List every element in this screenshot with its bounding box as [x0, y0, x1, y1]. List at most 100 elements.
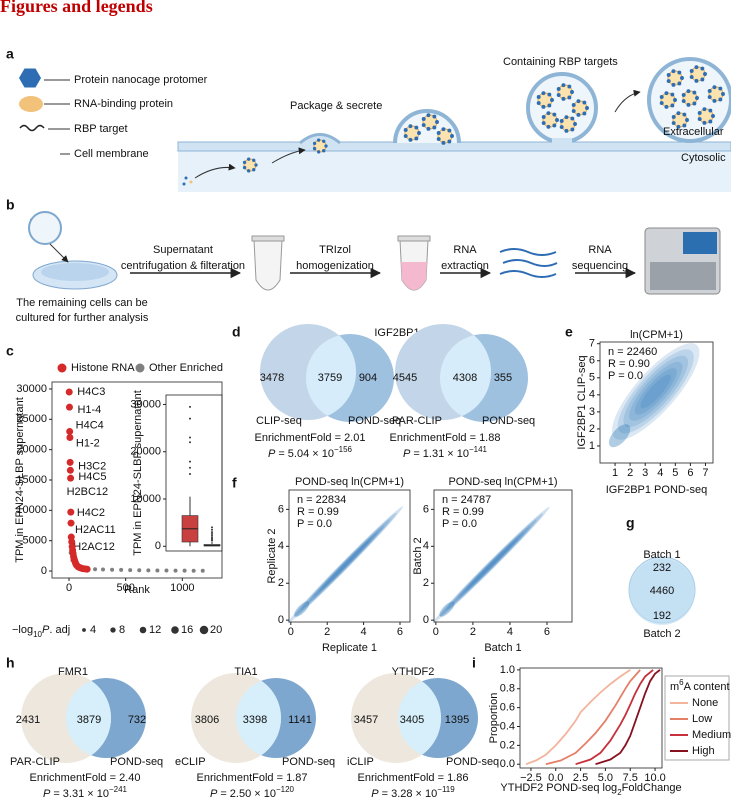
- venn-overlap: [306, 334, 356, 420]
- text-part: P: [43, 788, 51, 800]
- p-value: P = 5.04 × 10−156: [268, 445, 353, 460]
- point-label: H1-4: [77, 404, 101, 416]
- stat-annotation: n = 22834: [297, 494, 346, 506]
- p-value: P = 3.31 × 10−241: [43, 785, 128, 800]
- density-core: [439, 601, 455, 617]
- y-tick-label: 2: [589, 423, 595, 435]
- y-tick-label: 6: [589, 355, 595, 367]
- x-axis-label: Batch 1: [484, 642, 521, 654]
- step-label: Package & secrete: [290, 100, 382, 112]
- x-tick-label: 1: [612, 467, 618, 479]
- panel-label: e: [565, 324, 573, 340]
- protomer: [692, 90, 697, 95]
- legend-text: RNA-binding protein: [74, 98, 173, 110]
- protomer: [711, 114, 715, 118]
- venn-set-label: POND-seq: [482, 415, 535, 427]
- protomer: [708, 119, 713, 124]
- y-tick-label: 20000: [130, 446, 161, 458]
- p-value: P = 2.50 × 10−120: [210, 785, 295, 800]
- x-tick-label: 7: [702, 467, 708, 479]
- point-label: H4C5: [78, 471, 106, 483]
- protomer: [561, 96, 566, 101]
- enrichment-fold: EnrichmentFold = 2.40: [30, 772, 141, 784]
- x-tick-label: 2: [470, 626, 476, 638]
- enrichment-fold: EnrichmentFold = 1.86: [358, 772, 469, 784]
- protomer: [702, 120, 707, 125]
- protomer: [682, 123, 687, 128]
- density-contour: [433, 506, 550, 623]
- point-label: H4C3: [77, 386, 105, 398]
- protomer: [664, 91, 669, 96]
- x-tick-label: 500: [116, 582, 134, 594]
- x-tick-label: 6: [397, 626, 403, 638]
- protomer: [700, 77, 705, 82]
- data-point: [128, 568, 133, 573]
- venn-count: 4308: [453, 372, 477, 384]
- protomer: [686, 89, 691, 94]
- text-part: 10: [33, 630, 42, 639]
- legend-label: Low: [692, 713, 712, 725]
- legend-text: Cell membrane: [74, 148, 149, 160]
- y-axis-label: Proportion: [488, 693, 500, 744]
- protomer: [707, 95, 712, 99]
- protomer: [573, 122, 577, 126]
- protomer: [685, 118, 689, 122]
- y-tick-label: 10000: [130, 493, 161, 505]
- protomer: [671, 121, 676, 125]
- point-label: H2AC11: [75, 524, 116, 536]
- step-label: homogenization: [296, 260, 374, 272]
- panel-label: h: [6, 655, 15, 671]
- density-contour: [612, 343, 700, 440]
- protomer: [547, 103, 552, 108]
- outlier: [189, 441, 191, 444]
- point-label: H4C4: [76, 419, 104, 431]
- venn-title: YTHDF2: [392, 666, 435, 678]
- data-point: [67, 474, 75, 482]
- plot-frame: [433, 489, 573, 623]
- text-part: FoldChange: [622, 782, 682, 794]
- protomer: [677, 81, 682, 86]
- venn-set-label: PAR-CLIP: [392, 415, 442, 427]
- x-tick-label: 2: [627, 467, 633, 479]
- protomer: [556, 87, 561, 91]
- protomer: [414, 136, 419, 141]
- chart-title: ln(CPM+1): [630, 329, 683, 341]
- y-tick-label: 10000: [16, 504, 47, 516]
- text-part: −log: [12, 624, 33, 636]
- outlier: [189, 417, 191, 420]
- protomer: [322, 149, 326, 153]
- data-point: [173, 568, 178, 573]
- protomer: [252, 168, 256, 172]
- x-tick-label: 1000: [170, 582, 194, 594]
- legend-label: High: [692, 745, 715, 757]
- protomer: [426, 126, 431, 131]
- outlier: [211, 532, 213, 535]
- data-point: [146, 568, 151, 573]
- size-legend-marker: [110, 627, 116, 633]
- data-point: [66, 466, 74, 474]
- x-tick-label: −2.5: [520, 772, 542, 784]
- density-contour: [294, 512, 397, 617]
- protomer: [536, 101, 541, 105]
- protomer: [689, 75, 694, 79]
- ecdf-line: [595, 669, 661, 766]
- venn-count: 3478: [260, 372, 284, 384]
- enrichment-fold: EnrichmentFold = 2.01: [255, 432, 366, 444]
- x-axis-label: Replicate 1: [322, 642, 377, 654]
- x-tick-label: 0: [66, 582, 72, 594]
- density-contour: [465, 538, 518, 591]
- protomer: [312, 141, 317, 146]
- protomer: [547, 92, 552, 97]
- y-tick-label: 1.0: [500, 664, 515, 676]
- data-point: [65, 403, 73, 411]
- size-legend-marker: [139, 626, 147, 634]
- data-point: [164, 568, 169, 573]
- y-tick-label: 30000: [16, 383, 47, 395]
- data-point: [200, 568, 205, 573]
- stat-annotation: P = 0.0: [608, 370, 643, 382]
- step-label: RNA: [453, 244, 477, 256]
- venn-overlap: [236, 678, 281, 758]
- text-part: = 3.31 × 10: [53, 788, 109, 800]
- size-legend-label: 4: [90, 624, 96, 636]
- protomer: [694, 65, 699, 70]
